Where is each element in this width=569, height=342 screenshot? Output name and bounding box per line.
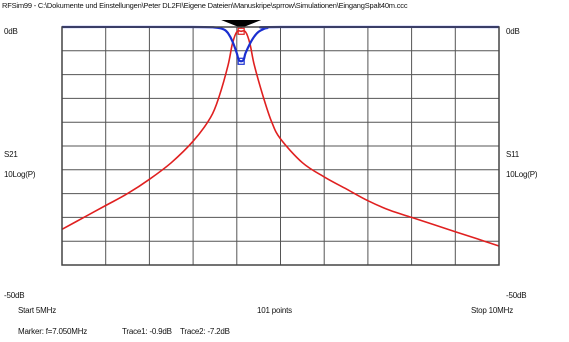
plot-marker — [221, 20, 262, 65]
plot-series — [61, 25, 500, 247]
series-line-s11 — [61, 25, 500, 63]
trace2-readout: Trace2: -7.2dB — [180, 327, 230, 336]
marker-point-s21 — [237, 27, 245, 35]
plot-grid — [62, 27, 499, 265]
marker-point-s11 — [237, 57, 245, 65]
y-left-bottom-label: -50dB — [4, 291, 25, 300]
start-frequency-label: Start 5MHz — [18, 306, 57, 315]
window-title: RFSim99 - C:\Dokumente und Einstellungen… — [2, 1, 408, 10]
plot-frame — [61, 26, 500, 266]
stop-frequency-label: Stop 10MHz — [471, 306, 514, 315]
points-label: 101 points — [257, 306, 292, 315]
y-left-scale-label: 10Log(P) — [4, 170, 36, 179]
y-left-top-label: 0dB — [4, 27, 18, 36]
marker-indicator — [221, 20, 262, 28]
marker-readout: Marker: f=7.050MHz — [18, 327, 88, 336]
y-left-series-label: S21 — [4, 150, 18, 159]
y-right-series-label: S11 — [506, 150, 520, 159]
y-right-scale-label: 10Log(P) — [506, 170, 538, 179]
y-right-bottom-label: -50dB — [506, 291, 527, 300]
trace1-readout: Trace1: -0.9dB — [122, 327, 172, 336]
y-right-top-label: 0dB — [506, 27, 520, 36]
